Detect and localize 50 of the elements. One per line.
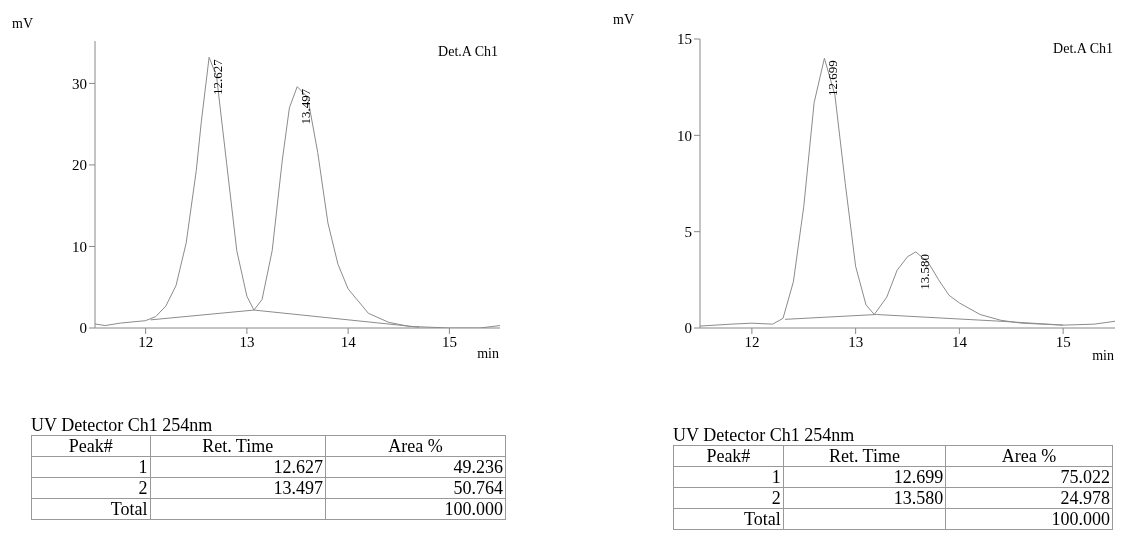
text: 75.022 — [945, 466, 1113, 488]
x-tick-label: 13 — [239, 333, 255, 350]
text: 50.764 — [325, 477, 506, 499]
annotation: Det.A Ch1 — [1053, 41, 1113, 57]
text: 24.978 — [945, 487, 1113, 509]
text: Area % — [945, 445, 1113, 467]
text: Total — [31, 498, 150, 520]
text: 12.699 — [783, 466, 946, 488]
annotation: 12.699 — [825, 60, 841, 97]
text: Peak# — [31, 435, 150, 457]
text: Total — [673, 508, 784, 530]
text: 13.497 — [150, 477, 326, 499]
x-tick-label: 13 — [848, 333, 864, 350]
x-tick-label: 12 — [138, 333, 154, 350]
x-tick-label: 14 — [340, 333, 357, 350]
text: Ret. Time — [783, 445, 946, 467]
text: 100.000 — [325, 498, 506, 520]
text: 1 — [673, 466, 784, 488]
annotation: Det.A Ch1 — [438, 44, 498, 60]
text: UV Detector Ch1 254nm — [31, 415, 214, 435]
annotation: 12.627 — [210, 58, 226, 96]
y-tick-label: 10 — [677, 127, 692, 144]
annotation: 13.580 — [916, 253, 932, 290]
y-tick-label: 10 — [72, 238, 87, 255]
y-tick-label: 15 — [677, 31, 692, 48]
text: Ret. Time — [150, 435, 326, 457]
text: 13.580 — [783, 487, 946, 509]
text: 49.236 — [325, 456, 506, 478]
y-tick-label: 20 — [72, 157, 87, 174]
x-tick-label: 15 — [441, 333, 457, 350]
y-tick-label: 0 — [79, 320, 87, 337]
text: 12.627 — [150, 456, 326, 478]
text: Peak# — [673, 445, 784, 467]
text: 1 — [31, 456, 150, 478]
x-axis-title: min — [477, 346, 499, 362]
y-tick-label: 0 — [684, 320, 692, 337]
text: 2 — [673, 487, 784, 509]
text: UV Detector Ch1 254nm — [673, 425, 856, 445]
x-tick-label: 12 — [744, 333, 760, 350]
text: Area % — [325, 435, 506, 457]
x-axis-title: min — [1092, 348, 1114, 364]
text: 2 — [31, 477, 150, 499]
text: 100.000 — [945, 508, 1113, 530]
y-tick-label: 5 — [684, 223, 692, 240]
y-axis-title: mV — [12, 16, 33, 32]
x-tick-label: 14 — [951, 333, 968, 350]
annotation: 13.497 — [298, 88, 314, 125]
y-tick-label: 30 — [72, 75, 87, 92]
y-axis-title: mV — [613, 12, 634, 28]
x-tick-label: 15 — [1055, 333, 1071, 350]
